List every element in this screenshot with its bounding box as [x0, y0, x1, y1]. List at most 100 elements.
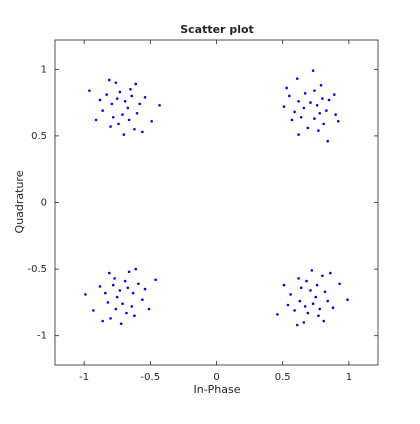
scatter-point: [299, 286, 303, 290]
scatter-point: [298, 299, 302, 303]
scatter-point: [123, 279, 127, 283]
scatter-point: [289, 293, 292, 296]
scatter-point: [313, 89, 316, 92]
x-tick-label: 1: [346, 372, 352, 383]
scatter-point: [107, 271, 111, 275]
scatter-point: [133, 127, 136, 131]
scatter-point: [321, 274, 324, 278]
scatter-point: [293, 110, 296, 114]
x-axis-label: In-Phase: [193, 383, 240, 396]
scatter-point: [297, 277, 300, 280]
chart-title: Scatter plot: [180, 23, 254, 36]
scatter-point: [323, 290, 327, 294]
scatter-point: [117, 122, 120, 126]
x-tick-label: 0: [213, 372, 219, 383]
scatter-point: [150, 119, 153, 123]
scatter-point: [111, 283, 115, 287]
scatter-point: [315, 103, 319, 107]
scatter-point: [106, 301, 110, 304]
scatter-point: [290, 118, 294, 122]
scatter-point: [138, 102, 142, 106]
scatter-point: [141, 298, 144, 302]
scatter-point: [109, 317, 112, 320]
scatter-point: [276, 313, 279, 316]
scatter-point: [310, 269, 314, 272]
scatter-point: [306, 311, 310, 315]
scatter-point: [306, 126, 310, 130]
scatter-point: [346, 298, 349, 302]
scatter-point: [295, 323, 299, 327]
scatter-point: [303, 91, 307, 95]
scatter-point: [122, 133, 126, 136]
scatter-point: [327, 98, 331, 102]
scatter-point: [154, 278, 157, 282]
scatter-point: [282, 105, 286, 108]
scatter-point: [123, 99, 127, 103]
scatter-point: [282, 283, 286, 287]
scatter-point: [98, 98, 102, 102]
scatter-point: [288, 94, 291, 98]
scatter-point: [331, 306, 335, 310]
scatter-point: [92, 309, 95, 312]
scatter-point: [134, 267, 138, 271]
scatter-point: [127, 118, 131, 122]
y-axis-label: Quadrature: [13, 170, 26, 233]
scatter-point: [147, 307, 151, 311]
scatter-point: [121, 302, 124, 306]
scatter-point: [314, 295, 318, 299]
scatter-point: [118, 90, 122, 94]
scatter-point: [303, 305, 307, 308]
y-tick-label: 0.5: [31, 131, 47, 142]
y-tick-label: -1: [37, 331, 47, 342]
scatter-point: [118, 289, 122, 292]
scatter-point: [137, 282, 140, 286]
scatter-point: [336, 119, 340, 123]
scatter-point: [317, 129, 320, 132]
scatter-point: [114, 307, 118, 311]
scatter-point: [318, 111, 322, 115]
scatter-point: [113, 277, 116, 280]
scatter-point: [295, 77, 299, 80]
scatter-point: [143, 287, 147, 291]
scatter-point: [302, 321, 306, 324]
scatter-point: [143, 95, 147, 99]
scatter-point: [121, 113, 124, 116]
scatter-point: [326, 299, 329, 303]
scatter-point: [110, 102, 114, 106]
scatter-point: [322, 319, 326, 323]
scatter-point: [130, 305, 134, 308]
scatter-point: [115, 295, 119, 299]
scatter-point: [309, 289, 312, 292]
x-tick-label: -0.5: [141, 372, 161, 383]
scatter-point: [326, 139, 329, 143]
scatter-point: [134, 82, 138, 86]
scatter-point: [141, 130, 144, 134]
scatter-point: [114, 81, 118, 84]
scatter-point: [133, 314, 136, 318]
scatter-point: [125, 311, 128, 315]
scatter-point: [94, 118, 98, 122]
scatter-point: [127, 270, 131, 274]
scatter-point: [111, 115, 115, 119]
scatter-point: [286, 303, 290, 307]
scatter-point: [311, 69, 315, 72]
scatter-point: [338, 282, 341, 286]
scatter-point: [129, 87, 132, 91]
scatter-point: [101, 109, 104, 112]
scatter-point: [325, 109, 328, 112]
y-tick-label: -0.5: [27, 264, 47, 275]
scatter-point: [297, 133, 300, 136]
scatter-point: [334, 113, 337, 116]
x-tick-label: 0.5: [275, 372, 291, 383]
scatter-point: [158, 103, 161, 107]
scatter-point: [313, 117, 316, 120]
scatter-point: [311, 302, 315, 306]
y-tick-label: 1: [41, 64, 47, 75]
y-tick-label: 0: [41, 198, 47, 209]
scatter-point: [333, 93, 336, 96]
scatter-point: [126, 286, 130, 290]
scatter-point: [318, 307, 322, 311]
plot-frame: [54, 39, 379, 366]
scatter-point: [293, 309, 296, 312]
